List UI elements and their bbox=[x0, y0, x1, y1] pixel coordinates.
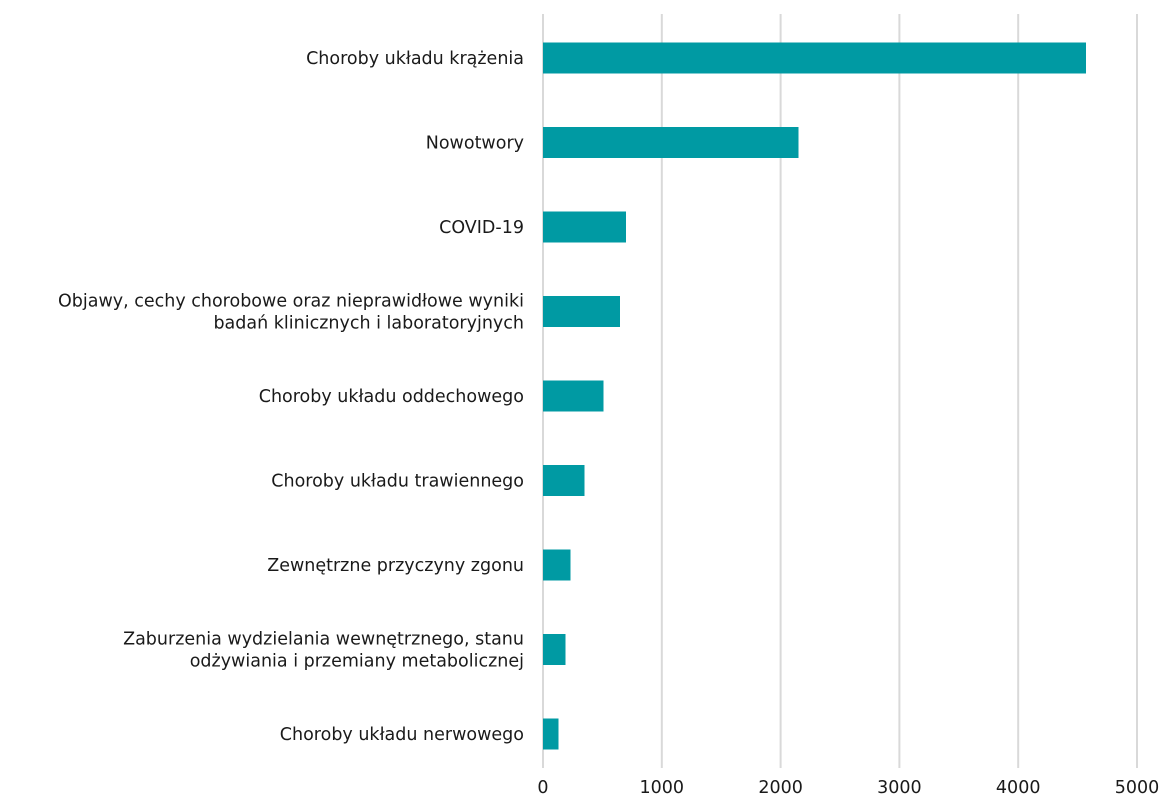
category-label: Objawy, cechy chorobowe oraz nieprawidło… bbox=[58, 292, 524, 334]
category-label: Nowotwory bbox=[426, 134, 524, 154]
category-label-line: Nowotwory bbox=[426, 134, 524, 154]
bars bbox=[543, 42, 1086, 750]
category-label-line: Choroby układu nerwowego bbox=[280, 725, 524, 745]
x-tick-label: 2000 bbox=[758, 778, 803, 798]
category-label-line: Zaburzenia wydzielania wewnętrznego, sta… bbox=[123, 630, 524, 650]
bar bbox=[543, 549, 571, 581]
category-label: COVID-19 bbox=[439, 218, 524, 238]
category-label-line: Choroby układu oddechowego bbox=[259, 387, 524, 407]
bar bbox=[543, 211, 627, 243]
category-label-line: Choroby układu trawiennego bbox=[271, 472, 524, 492]
category-label-line: Choroby układu krążenia bbox=[306, 49, 524, 69]
bar bbox=[543, 634, 566, 665]
bar bbox=[543, 465, 585, 496]
category-label-line: odżywiania i przemiany metabolicznej bbox=[190, 652, 524, 672]
category-label-line: Zewnętrzne przyczyny zgonu bbox=[267, 556, 524, 576]
x-tick-label: 1000 bbox=[640, 778, 685, 798]
category-labels: Choroby układu krążenia Nowotwory COVID-19… bbox=[58, 49, 524, 745]
category-label-line: COVID-19 bbox=[439, 218, 524, 238]
category-label: Zewnętrzne przyczyny zgonu bbox=[267, 556, 524, 576]
bar bbox=[543, 718, 559, 750]
bar bbox=[543, 296, 621, 327]
category-label-line: Objawy, cechy chorobowe oraz nieprawidło… bbox=[58, 292, 524, 312]
x-tick-label: 3000 bbox=[877, 778, 922, 798]
bar bbox=[543, 42, 1086, 74]
category-label: Zaburzenia wydzielania wewnętrznego, sta… bbox=[123, 630, 524, 672]
x-tick-label: 5000 bbox=[1115, 778, 1160, 798]
x-axis-tick-labels: 0 1000 2000 3000 4000 5000 bbox=[537, 778, 1159, 798]
category-label-line: badań klinicznych i laboratoryjnych bbox=[213, 314, 524, 334]
bar bbox=[543, 380, 604, 412]
category-label: Choroby układu trawiennego bbox=[271, 472, 524, 492]
x-tick-label: 0 bbox=[537, 778, 548, 798]
category-label: Choroby układu nerwowego bbox=[280, 725, 524, 745]
category-label: Choroby układu oddechowego bbox=[259, 387, 524, 407]
bar bbox=[543, 127, 799, 158]
category-label: Choroby układu krążenia bbox=[306, 49, 524, 69]
x-tick-label: 4000 bbox=[996, 778, 1041, 798]
